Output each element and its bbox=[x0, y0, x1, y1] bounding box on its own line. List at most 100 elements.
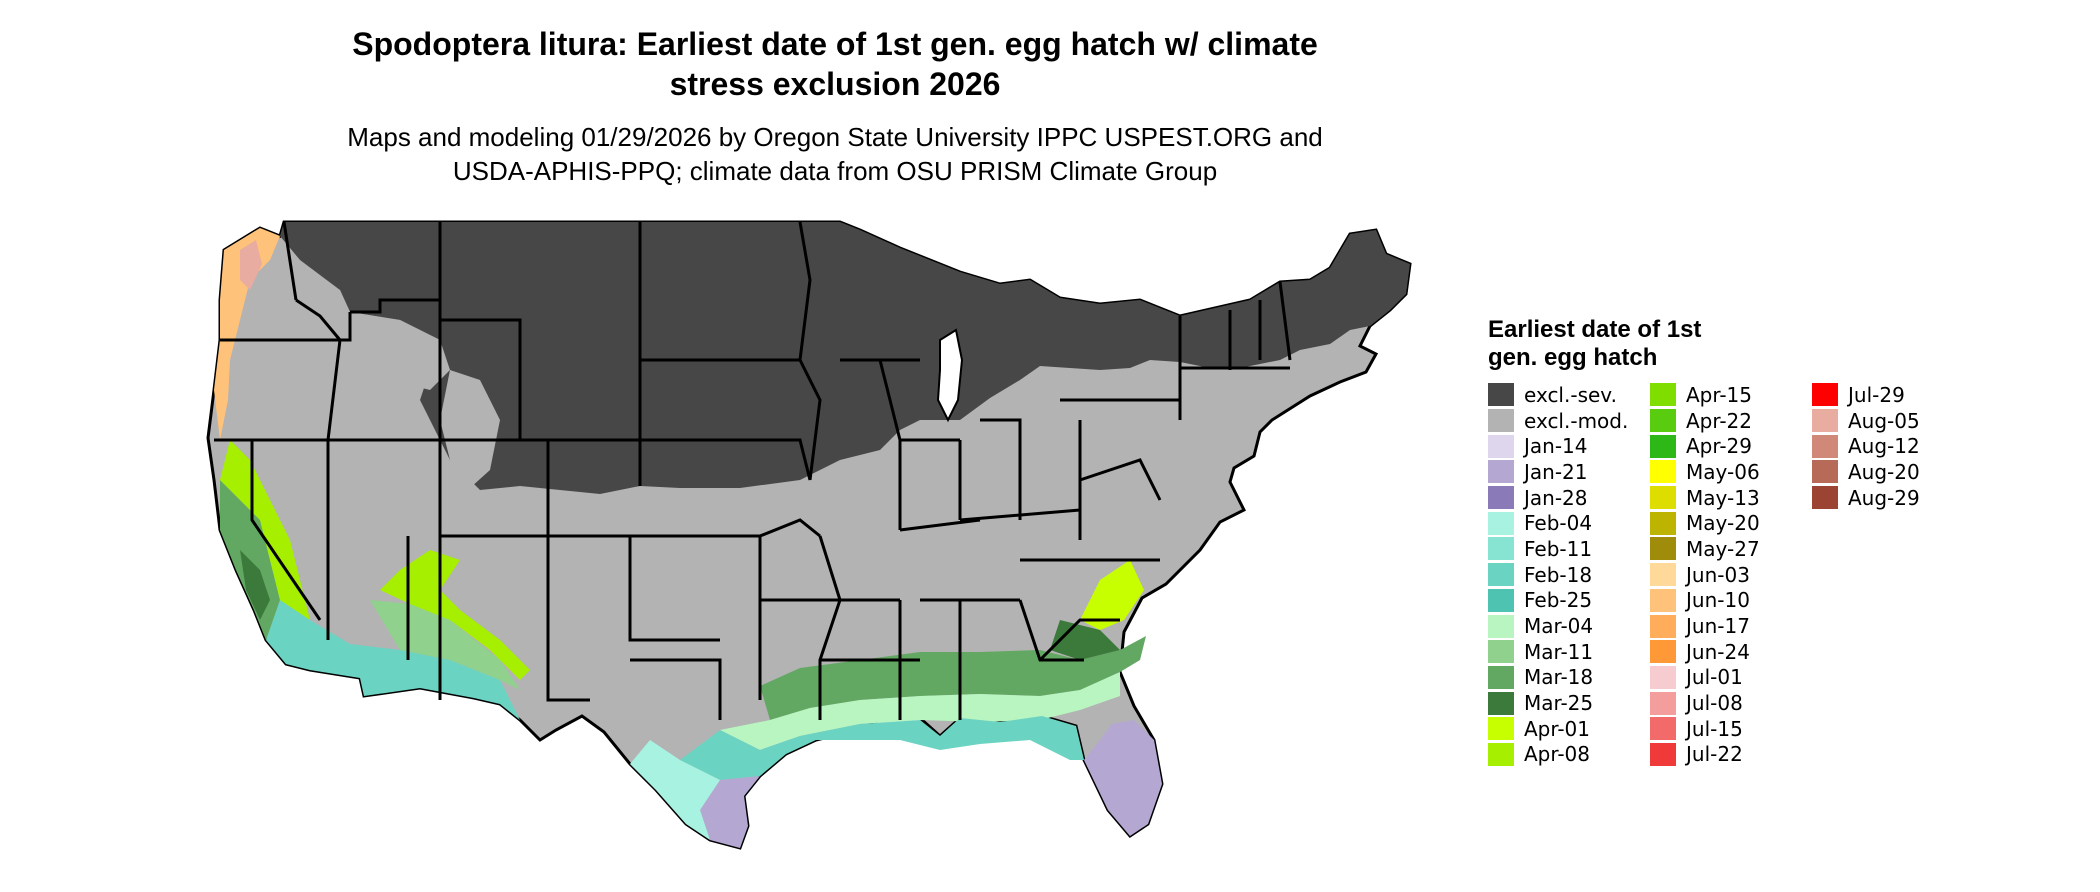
state-boundaries bbox=[214, 221, 1292, 720]
legend-swatch bbox=[1488, 511, 1514, 535]
legend-label: Aug-12 bbox=[1848, 434, 1920, 459]
legend-label: Feb-18 bbox=[1524, 562, 1593, 587]
legend-item: Feb-04 bbox=[1488, 510, 1650, 536]
texas-feb bbox=[630, 740, 720, 840]
legend-label: Jul-29 bbox=[1848, 382, 1905, 407]
legend-item: Jul-22 bbox=[1650, 742, 1812, 768]
legend-item: Aug-12 bbox=[1812, 433, 1974, 459]
legend-item: Mar-18 bbox=[1488, 665, 1650, 691]
title-line-2: stress exclusion 2026 bbox=[669, 66, 1001, 102]
legend-swatch bbox=[1488, 434, 1514, 458]
legend-label: Jan-21 bbox=[1524, 459, 1588, 484]
legend-item: May-20 bbox=[1650, 510, 1812, 536]
legend-swatch bbox=[1488, 460, 1514, 484]
legend-item: Jan-21 bbox=[1488, 459, 1650, 485]
moderate-patch-idaho bbox=[296, 260, 450, 390]
legend-swatch bbox=[1812, 383, 1838, 407]
legend-label: Mar-25 bbox=[1524, 691, 1594, 716]
legend-item: Aug-20 bbox=[1812, 459, 1974, 485]
lake-michigan bbox=[936, 328, 964, 423]
legend-swatch bbox=[1812, 460, 1838, 484]
arizona-apr bbox=[380, 550, 530, 680]
legend-column-3: Jul-29 Aug-05 Aug-12 Aug-20 Aug-29 bbox=[1812, 382, 1974, 767]
legend-swatch bbox=[1650, 537, 1676, 561]
legend-swatch bbox=[1650, 665, 1676, 689]
legend-item: Jul-15 bbox=[1650, 716, 1812, 742]
legend-item: May-06 bbox=[1650, 459, 1812, 485]
texas-coast-jan bbox=[700, 776, 760, 848]
legend-label: Aug-20 bbox=[1848, 459, 1920, 484]
legend-item: Feb-18 bbox=[1488, 562, 1650, 588]
legend-swatch bbox=[1812, 409, 1838, 433]
gulf-band-mar bbox=[760, 636, 1146, 720]
legend-item: Jan-14 bbox=[1488, 433, 1650, 459]
map-subtitle: Maps and modeling 01/29/2026 by Oregon S… bbox=[200, 120, 1470, 188]
california-mar-dark bbox=[240, 550, 270, 620]
legend-label: Jun-17 bbox=[1686, 614, 1750, 639]
legend-swatch bbox=[1812, 486, 1838, 510]
legend-item: Apr-08 bbox=[1488, 742, 1650, 768]
map-title: Spodoptera litura: Earliest date of 1st … bbox=[200, 24, 1470, 104]
california-valley-apr bbox=[220, 440, 310, 620]
legend-label: Jul-08 bbox=[1686, 691, 1743, 716]
legend-item: Apr-29 bbox=[1650, 433, 1812, 459]
legend-label: Aug-29 bbox=[1848, 485, 1920, 510]
legend-item: Apr-01 bbox=[1488, 716, 1650, 742]
subtitle-line-1: Maps and modeling 01/29/2026 by Oregon S… bbox=[347, 122, 1323, 152]
legend-swatch bbox=[1488, 588, 1514, 612]
legend-swatch bbox=[1488, 563, 1514, 587]
legend-label: Feb-25 bbox=[1524, 588, 1593, 613]
pacific-nw-aug bbox=[240, 240, 262, 290]
legend-label: Mar-11 bbox=[1524, 639, 1594, 664]
legend-item: Apr-22 bbox=[1650, 408, 1812, 434]
legend-item: Feb-25 bbox=[1488, 588, 1650, 614]
severe-exclusion-north bbox=[280, 222, 1410, 494]
southwest-feb bbox=[266, 600, 520, 720]
legend-column-1: excl.-sev. excl.-mod. Jan-14 Jan-21 Jan-28 Fe… bbox=[1488, 382, 1650, 767]
legend-label: Apr-15 bbox=[1686, 382, 1752, 407]
legend-label: Apr-22 bbox=[1686, 408, 1752, 433]
legend-item: Mar-25 bbox=[1488, 690, 1650, 716]
legend-column-2: Apr-15 Apr-22 Apr-29 May-06 May-13 May-20 May-… bbox=[1650, 382, 1812, 767]
legend-swatch bbox=[1488, 537, 1514, 561]
moderate-patch-utah bbox=[440, 370, 500, 488]
legend-swatch bbox=[1650, 434, 1676, 458]
title-line-1: Spodoptera litura: Earliest date of 1st … bbox=[352, 26, 1318, 62]
legend-columns: excl.-sev. excl.-mod. Jan-14 Jan-21 Jan-28 Fe… bbox=[1488, 382, 2028, 767]
pacific-nw-jun bbox=[214, 228, 280, 440]
legend-swatch bbox=[1650, 588, 1676, 612]
legend-swatch bbox=[1488, 640, 1514, 664]
legend-item: excl.-mod. bbox=[1488, 408, 1650, 434]
legend-item: Jul-08 bbox=[1650, 690, 1812, 716]
legend-swatch bbox=[1650, 460, 1676, 484]
legend-label: May-06 bbox=[1686, 459, 1760, 484]
legend-item: Jun-03 bbox=[1650, 562, 1812, 588]
legend-swatch bbox=[1650, 742, 1676, 766]
legend-item: Jul-01 bbox=[1650, 665, 1812, 691]
legend-swatch bbox=[1650, 640, 1676, 664]
legend-swatch bbox=[1650, 486, 1676, 510]
legend-swatch bbox=[1650, 409, 1676, 433]
legend-swatch bbox=[1650, 383, 1676, 407]
legend-swatch bbox=[1650, 614, 1676, 638]
carolina-coast-apr bbox=[1080, 560, 1144, 630]
legend-swatch bbox=[1650, 691, 1676, 715]
legend-label: May-27 bbox=[1686, 536, 1760, 561]
legend-swatch bbox=[1488, 691, 1514, 715]
legend-swatch bbox=[1488, 614, 1514, 638]
legend-item: Jun-17 bbox=[1650, 613, 1812, 639]
legend-swatch bbox=[1812, 434, 1838, 458]
legend-item: May-13 bbox=[1650, 485, 1812, 511]
legend: Earliest date of 1st gen. egg hatch excl… bbox=[1488, 316, 2028, 767]
legend-swatch bbox=[1488, 409, 1514, 433]
legend-label: May-13 bbox=[1686, 485, 1760, 510]
legend-item: Apr-15 bbox=[1650, 382, 1812, 408]
legend-item: Feb-11 bbox=[1488, 536, 1650, 562]
legend-label: Feb-04 bbox=[1524, 511, 1593, 536]
legend-label: Jan-28 bbox=[1524, 485, 1588, 510]
legend-item: Mar-04 bbox=[1488, 613, 1650, 639]
arizona-green bbox=[370, 600, 540, 700]
carolina-green bbox=[1050, 620, 1120, 660]
legend-label: Aug-05 bbox=[1848, 408, 1920, 433]
legend-label: excl.-mod. bbox=[1524, 408, 1629, 433]
